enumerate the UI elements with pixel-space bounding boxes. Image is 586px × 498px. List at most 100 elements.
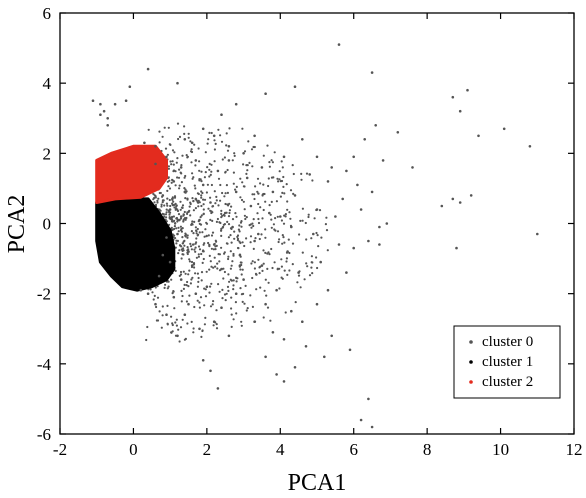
scatter-point bbox=[220, 113, 223, 116]
scatter-point bbox=[161, 253, 165, 257]
tick-labels: -2 0 2 4 6 8 10 12 -6 -4 -2 0 2 4 6 bbox=[37, 4, 583, 459]
scatter-point bbox=[260, 264, 264, 267]
scatter-point bbox=[469, 194, 473, 197]
scatter-point bbox=[536, 232, 539, 236]
scatter-point bbox=[378, 243, 381, 246]
scatter-point bbox=[187, 302, 190, 306]
scatter-point bbox=[356, 183, 359, 187]
scatter-point bbox=[330, 166, 334, 169]
scatter-point bbox=[279, 215, 282, 218]
scatter-point bbox=[293, 194, 297, 197]
scatter-point bbox=[264, 92, 267, 95]
scatter-point bbox=[381, 159, 385, 162]
x-tick-label: 8 bbox=[423, 440, 432, 459]
scatter-point bbox=[157, 274, 161, 278]
scatter-point bbox=[477, 134, 480, 138]
scatter-point bbox=[440, 204, 444, 208]
scatter-point bbox=[106, 124, 109, 127]
scatter-point bbox=[201, 359, 205, 362]
scatter-point bbox=[275, 288, 278, 292]
scatter-point bbox=[194, 159, 198, 162]
legend-label: cluster 1 bbox=[482, 354, 533, 370]
scatter-point bbox=[187, 250, 190, 253]
scatter-point bbox=[348, 348, 352, 352]
scatter-point bbox=[253, 320, 256, 324]
scatter-point bbox=[179, 215, 183, 218]
scatter-point bbox=[198, 218, 201, 222]
scatter-point bbox=[183, 138, 187, 141]
legend-label: cluster 2 bbox=[482, 374, 533, 390]
scatter-point bbox=[352, 246, 356, 250]
scatter-point bbox=[234, 190, 238, 194]
scatter-point bbox=[139, 288, 143, 292]
scatter-point bbox=[370, 71, 374, 74]
scatter-point bbox=[146, 67, 150, 71]
scatter-point bbox=[154, 302, 157, 306]
scatter-point bbox=[396, 131, 400, 134]
scatter-point bbox=[209, 201, 212, 204]
legend-items: cluster 0 cluster 1 cluster 2 bbox=[469, 334, 533, 390]
scatter-point bbox=[212, 134, 216, 138]
scatter-point bbox=[359, 208, 363, 211]
scatter-point bbox=[502, 127, 506, 131]
cluster-0-points bbox=[91, 43, 539, 429]
scatter-point bbox=[301, 320, 304, 324]
scatter-point bbox=[176, 81, 179, 85]
scatter-point bbox=[91, 99, 95, 102]
scatter-point bbox=[172, 295, 176, 299]
scatter-point bbox=[374, 124, 378, 127]
scatter-point bbox=[216, 387, 220, 390]
x-tick-label: -2 bbox=[53, 440, 67, 459]
scatter-point bbox=[212, 320, 216, 324]
scatter-point bbox=[352, 155, 356, 159]
scatter-point bbox=[190, 141, 194, 145]
scatter-point bbox=[337, 243, 341, 246]
scatter-point bbox=[223, 211, 227, 215]
scatter-point bbox=[201, 127, 205, 131]
y-tick-label: 4 bbox=[43, 74, 52, 93]
scatter-point bbox=[242, 152, 245, 155]
scatter-point bbox=[330, 334, 334, 338]
legend-marker bbox=[469, 380, 473, 384]
scatter-point bbox=[334, 215, 337, 218]
scatter-point bbox=[271, 190, 275, 194]
scatter-point bbox=[268, 211, 271, 215]
scatter-point bbox=[301, 138, 304, 141]
scatter-point bbox=[253, 134, 256, 138]
scatter-point bbox=[282, 338, 286, 341]
scatter-point bbox=[128, 85, 132, 88]
scatter-point bbox=[411, 166, 414, 169]
scatter-point bbox=[172, 180, 176, 183]
scatter-point bbox=[297, 271, 300, 274]
legend-marker bbox=[469, 340, 473, 344]
scatter-point bbox=[260, 166, 264, 169]
scatter-point bbox=[205, 285, 209, 289]
scatter-point bbox=[345, 169, 348, 173]
scatter-point bbox=[216, 169, 220, 173]
scatter-point bbox=[378, 225, 381, 229]
scatter-point bbox=[290, 309, 293, 313]
scatter-point bbox=[293, 366, 297, 369]
x-tick-label: 0 bbox=[129, 440, 138, 459]
x-tick-label: 4 bbox=[276, 440, 285, 459]
y-tick-label: -6 bbox=[37, 425, 51, 444]
scatter-point bbox=[275, 373, 278, 376]
scatter-point bbox=[271, 331, 275, 334]
y-tick-label: -2 bbox=[37, 285, 51, 304]
scatter-point bbox=[190, 264, 194, 267]
scatter-point bbox=[99, 113, 102, 116]
scatter-point bbox=[282, 155, 286, 159]
scatter-point bbox=[154, 162, 157, 166]
scatter-point bbox=[227, 145, 231, 148]
scatter-point bbox=[220, 267, 223, 271]
axis-ticks bbox=[59, 12, 575, 435]
scatter-point bbox=[466, 88, 469, 92]
scatter-point bbox=[154, 145, 157, 148]
y-tick-label: 2 bbox=[43, 144, 52, 163]
scatter-point bbox=[370, 425, 374, 429]
legend-label: cluster 0 bbox=[482, 334, 533, 350]
scatter-point bbox=[341, 197, 345, 201]
scatter-point bbox=[458, 201, 462, 204]
scatter-point bbox=[198, 327, 201, 331]
